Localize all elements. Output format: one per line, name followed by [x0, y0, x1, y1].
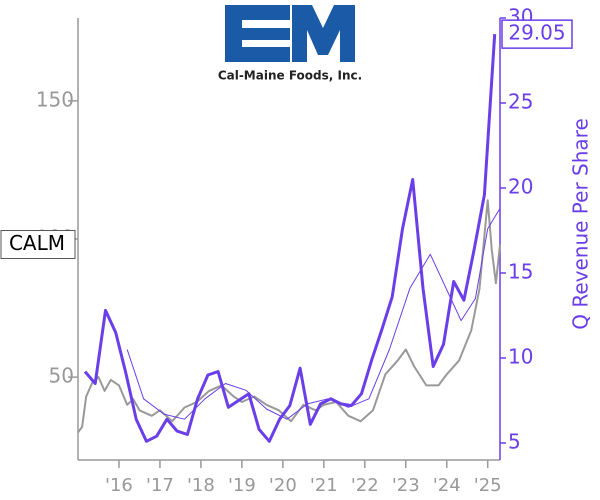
last-value-label: 29.05: [508, 21, 565, 45]
x-tick-label: '23: [392, 475, 420, 496]
logo: [225, 5, 355, 62]
y-tick-label: 150: [36, 87, 74, 111]
y2-tick-label: 20: [508, 175, 533, 199]
y2-tick-label: 5: [508, 430, 521, 454]
x-tick-label: '17: [146, 475, 174, 496]
x-tick-label: '25: [474, 475, 502, 496]
x-tick-label: '21: [310, 475, 338, 496]
series-line: [77, 199, 501, 433]
x-tick-label: '16: [105, 475, 133, 496]
y2-tick-label: 15: [508, 260, 533, 284]
y2-tick-label: 25: [508, 90, 533, 114]
series-line: [126, 208, 501, 420]
x-tick-label: '19: [228, 475, 256, 496]
y2-axis-label: Q Revenue Per Share: [569, 118, 593, 330]
logo-text: Cal-Maine Foods, Inc.: [218, 69, 362, 83]
y2-tick-label: 10: [508, 345, 533, 369]
last-value-box: [501, 19, 573, 49]
ticker-box: [0, 230, 76, 260]
y-tick-label: 50: [49, 364, 74, 388]
series-line: [83, 34, 497, 443]
x-tick-label: '20: [269, 475, 297, 496]
x-tick-label: '18: [187, 475, 215, 496]
x-tick-label: '22: [351, 475, 379, 496]
ticker-label: CALM: [9, 231, 65, 255]
x-tick-label: '24: [433, 475, 461, 496]
